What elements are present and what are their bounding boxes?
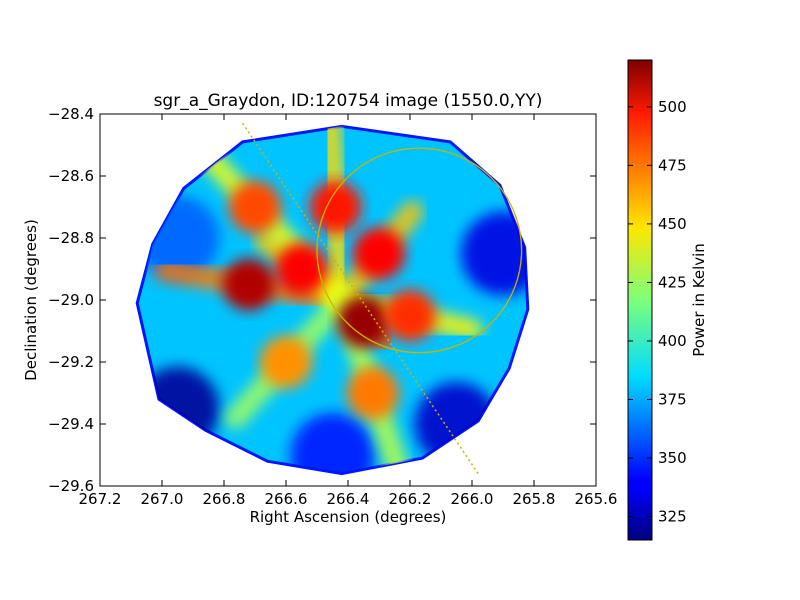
colorbar-ticks: 325 350 375 400 425 450 475 500	[628, 98, 687, 526]
peak-region	[346, 367, 399, 419]
y-tick-label: −28.8	[48, 229, 94, 247]
peak-region	[353, 227, 405, 280]
colorbar-gradient	[627, 59, 653, 541]
x-axis: 267.2 267.0 266.8 266.6 266.4 266.2 266.0 265.8…	[79, 114, 618, 508]
x-tick-label: 267.2	[79, 490, 122, 508]
peak-region	[337, 295, 390, 348]
low-region	[290, 413, 375, 474]
colorbar-tick-label: 425	[658, 273, 687, 291]
colorbar-tick-label: 325	[658, 508, 687, 526]
colorbar-tick-label: 475	[658, 156, 687, 174]
y-axis: −28.4 −28.6 −28.8 −29.0 −29.2 −29.4 −29.6	[48, 105, 596, 495]
y-tick-label: −29.6	[48, 477, 94, 495]
peak-region	[222, 258, 275, 311]
peak-region	[309, 181, 362, 233]
x-tick-label: 265.6	[575, 490, 618, 508]
colorbar-tick-label: 500	[658, 98, 687, 116]
x-tick-label: 267.0	[141, 490, 184, 508]
colorbar: 325 350 375 400 425 450 475 500 Power in Kelvin	[627, 59, 708, 541]
chart-title: sgr_a_Graydon, ID:120754 image (1550.0,Y…	[154, 91, 543, 111]
peak-region	[260, 336, 312, 388]
x-tick-label: 266.6	[265, 490, 308, 508]
colorbar-tick-label: 350	[658, 449, 687, 467]
low-region	[137, 366, 220, 451]
colorbar-label: Power in Kelvin	[690, 243, 708, 357]
heatmap-image	[135, 124, 530, 476]
y-tick-label: −29.4	[48, 415, 94, 433]
colorbar-tick-label: 450	[658, 215, 687, 233]
low-region	[461, 211, 528, 296]
x-tick-label: 266.2	[389, 490, 432, 508]
x-tick-label: 266.0	[451, 490, 494, 508]
colorbar-tick-label: 375	[658, 391, 687, 409]
y-tick-label: −28.6	[48, 167, 94, 185]
y-axis-label: Declination (degrees)	[22, 219, 40, 381]
peak-region	[275, 243, 328, 295]
field-intensity	[137, 126, 528, 474]
y-tick-label: −29.2	[48, 353, 94, 371]
x-tick-label: 265.8	[513, 490, 556, 508]
x-axis-label: Right Ascension (degrees)	[250, 508, 447, 526]
low-region	[414, 382, 499, 466]
overlay-dotted-line	[241, 122, 479, 475]
y-tick-label: −29.0	[48, 291, 94, 309]
overlay-circle	[316, 147, 523, 354]
peak-region	[384, 289, 436, 342]
colorbar-tick-label: 400	[658, 332, 687, 350]
x-tick-label: 266.8	[203, 490, 246, 508]
peak-region	[229, 181, 281, 233]
y-tick-label: −28.4	[48, 105, 94, 123]
x-tick-label: 266.4	[327, 490, 370, 508]
